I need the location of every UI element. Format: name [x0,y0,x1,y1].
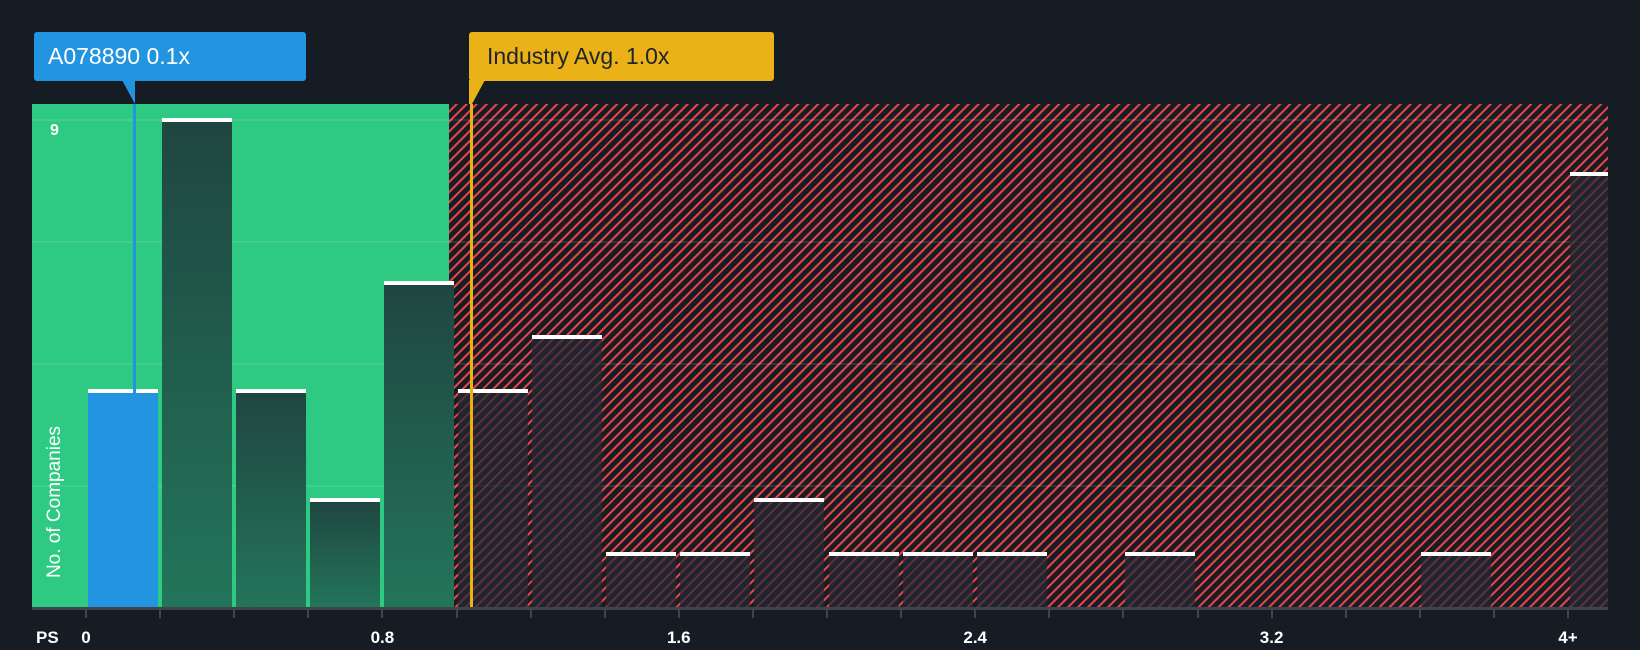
histogram-bar[interactable] [532,334,603,608]
histogram-bar[interactable] [309,497,380,608]
bar-cap [976,551,1047,556]
x-tick [1492,608,1495,618]
x-tick [900,608,903,618]
bar-cap [458,389,529,394]
x-tick [455,608,458,618]
x-tick [751,608,754,618]
bar-cap [680,551,751,556]
x-tick [1048,608,1051,618]
histogram-bar[interactable] [87,389,158,608]
histogram-bar[interactable] [383,280,454,608]
x-tick-label: 0.8 [370,628,395,647]
histogram-bar[interactable] [902,551,973,608]
x-axis-line [32,607,1608,610]
x-tick [381,608,384,618]
x-tick-label: 2.4 [963,628,988,647]
y-tick-max: 9 [50,122,59,139]
industry-callout-pointer-icon [469,80,485,104]
y-axis-title: No. of Companies [44,425,65,579]
bar-cap [1421,551,1492,556]
x-tick-label: 1.6 [666,628,691,647]
x-tick [1270,608,1273,618]
company-callout-pointer-icon [122,80,135,104]
x-tick [85,608,87,618]
bar-cap [1124,551,1195,556]
x-tick [233,608,236,618]
company-callout: A078890 0.1x [34,32,306,81]
histogram-bar[interactable] [1421,551,1492,608]
histogram-bar[interactable] [754,497,825,608]
x-tick [1196,608,1199,618]
bar-cap [235,389,306,394]
industry-average-line [470,104,474,608]
gridline [32,485,1608,487]
histogram-bar[interactable] [235,389,306,608]
gridline [32,363,1608,365]
bar-cap [532,334,603,339]
histogram-bar[interactable] [458,389,529,608]
bar-cap [383,280,454,285]
histogram-bar[interactable] [976,551,1047,608]
bar-cap [309,497,380,502]
x-tick-label: 3.2 [1259,628,1284,647]
company-marker-line [133,104,137,608]
x-tick-label: 4+ [1558,628,1578,647]
histogram-bar[interactable] [1124,551,1195,608]
gridline [32,119,1608,121]
bar-cap [161,118,232,122]
overvalued-zone [449,104,1608,608]
gridline [32,241,1608,243]
histogram-bar[interactable] [161,118,232,608]
histogram-bar[interactable] [828,551,899,608]
x-tick [1122,608,1125,618]
bar-cap [754,497,825,502]
bar-cap [902,551,973,556]
x-tick [159,608,162,618]
x-axis-title: PS [36,628,59,647]
x-tick [603,608,606,618]
bar-cap [606,551,677,556]
x-tick [826,608,828,618]
bar-cap [828,551,899,556]
x-tick [529,608,532,618]
x-tick [307,608,310,618]
bar-cap [1569,172,1608,177]
x-tick-label: 0 [81,628,91,647]
histogram-bar[interactable] [606,551,677,608]
industry-average-callout: Industry Avg. 1.0x [469,32,774,81]
x-tick [1344,608,1347,618]
histogram-bar[interactable] [1569,172,1608,608]
x-tick [1418,608,1421,618]
bar-cap [87,389,158,394]
chart-plot-area: 9 [32,104,1608,608]
x-tick [677,608,680,618]
x-tick [974,608,977,618]
x-tick [1567,608,1569,618]
histogram-bar[interactable] [680,551,751,608]
